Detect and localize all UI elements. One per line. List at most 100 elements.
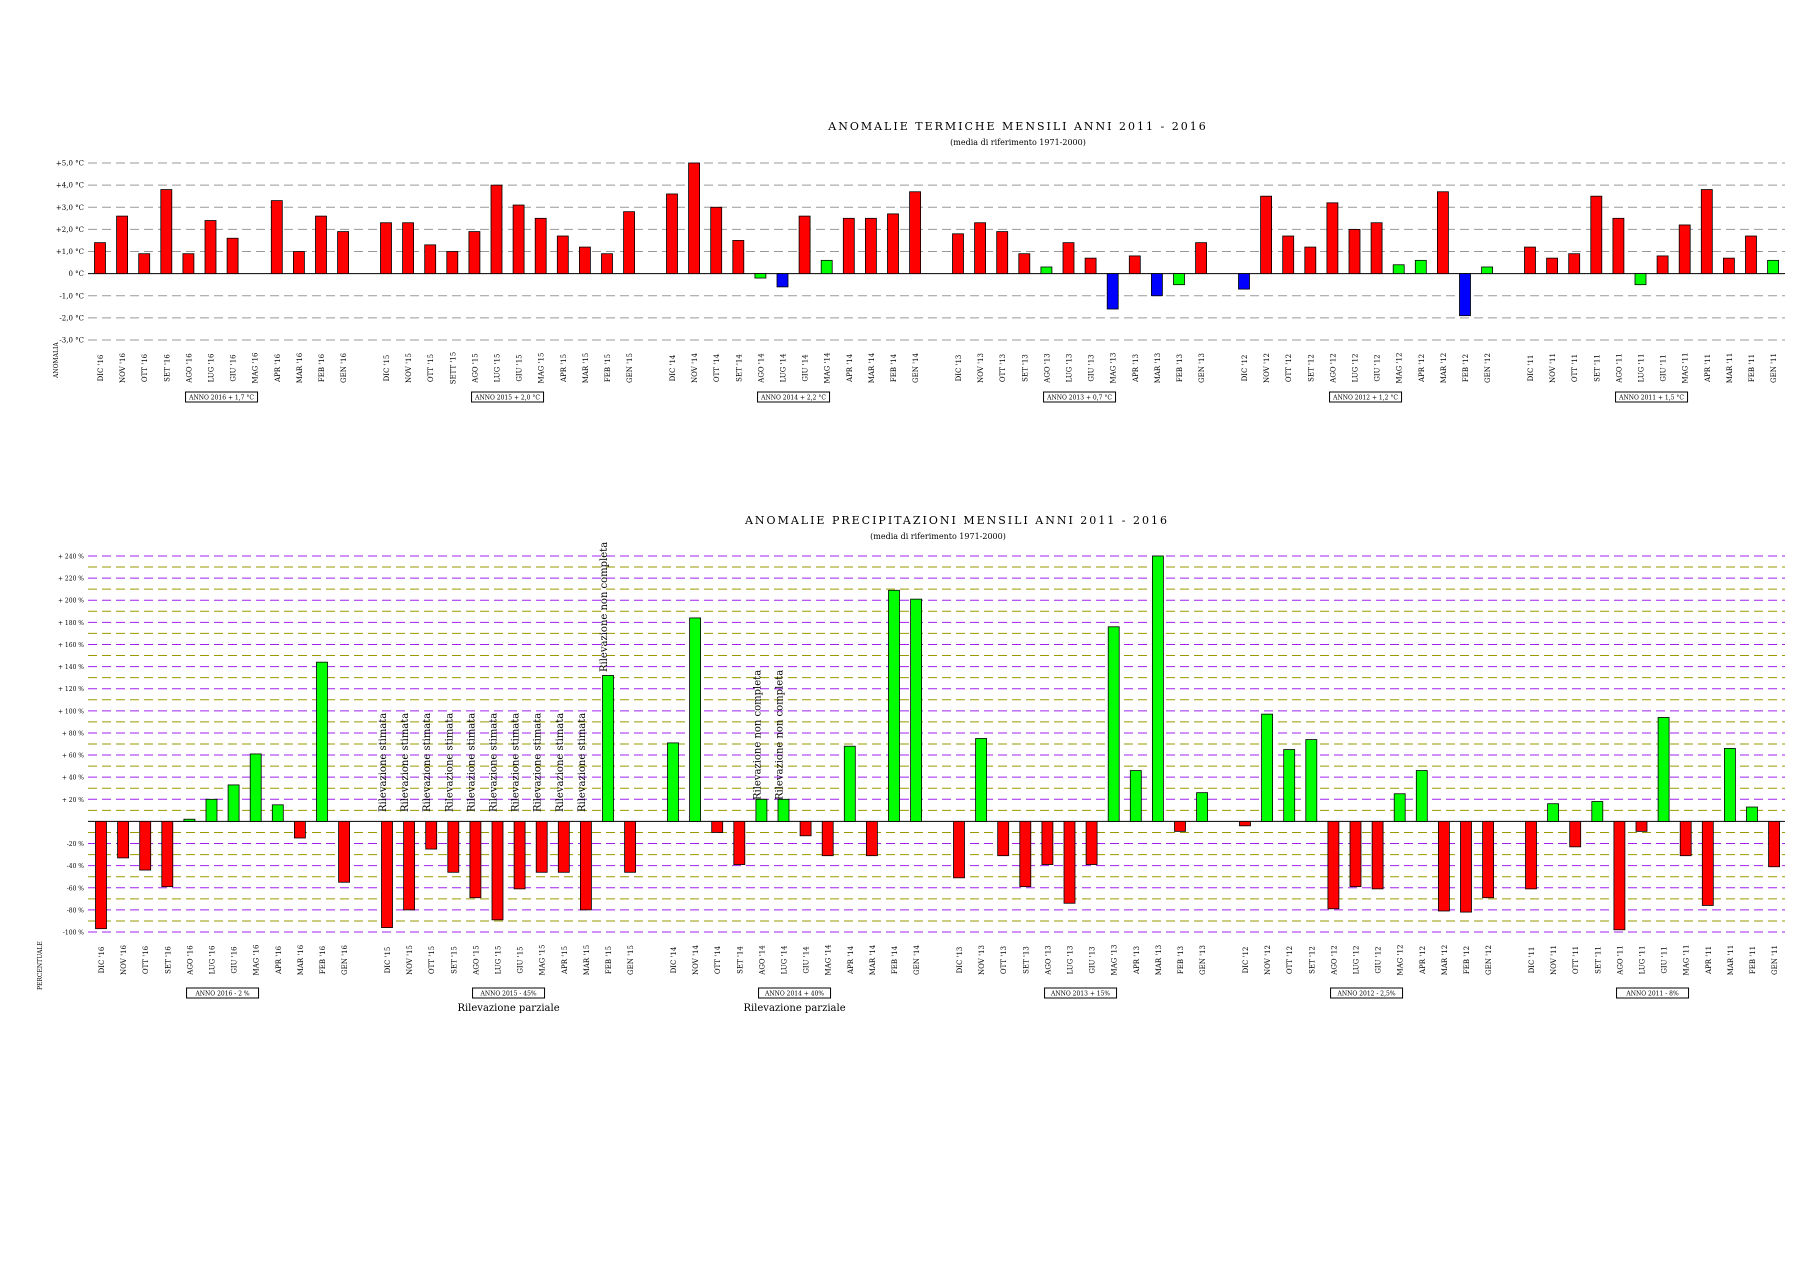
x-tick-label: AGO '15 [472,945,480,975]
bar [711,821,724,833]
x-tick-label: FEB '13 [1177,946,1185,974]
bar [710,206,723,275]
x-tick-label: APR '11 [1704,354,1712,383]
bar [469,821,482,899]
bar [205,798,218,822]
bar [776,273,789,288]
x-tick-label: GIU '11 [1661,946,1669,973]
bar [1152,555,1164,822]
bar [732,240,745,275]
year-summary-box [1043,391,1117,403]
bar [1283,749,1296,822]
bar [1062,242,1075,275]
bar [974,222,986,275]
bar [1656,255,1669,275]
x-tick-label: GIU '13 [1088,354,1096,381]
x-tick-label: MAG '13 [1110,353,1118,384]
year-summary-box [1615,391,1689,403]
x-tick-label: MAG '13 [1111,945,1119,976]
y-tick-label: -3,0 °C [59,337,84,345]
bar [1173,273,1185,286]
bar [1370,222,1383,275]
bar [1746,806,1758,822]
bar [139,821,152,871]
bar [1768,821,1780,868]
year-summary-label: ANNO 2015 + 2,0 °C [474,395,540,402]
x-tick-label: AGO '13 [1044,945,1052,975]
year-summary-label: ANNO 2011 + 1,5 °C [1618,395,1684,402]
bar [160,189,173,275]
bar [1724,748,1736,822]
y-tick-label: + 140 % [58,664,84,671]
x-tick-label: GIU '15 [516,354,524,381]
bar [138,253,151,275]
bar [1326,202,1339,275]
year-summary-box [186,987,260,999]
x-tick-label: GEN '15 [627,945,635,975]
bar [161,821,174,888]
x-tick-label: FEB '11 [1749,946,1757,974]
bar [556,235,569,275]
temperature-bars [94,162,1779,317]
bar [468,231,481,275]
bar [316,661,328,822]
x-tick-label: APR '14 [847,945,855,975]
x-tick-label: GEN '14 [912,353,920,383]
bar [1590,195,1603,275]
bar [1591,801,1604,822]
bar [315,215,327,275]
x-tick-label: APR '16 [275,945,283,975]
x-tick-label: MAG '15 [538,353,546,384]
y-tick-label: + 220 % [58,576,84,583]
x-tick-label: GEN '16 [340,353,348,383]
bar [1392,264,1405,275]
bar [1085,821,1098,865]
y-tick-label: + 40 % [62,775,84,782]
year-summary-label: ANNO 2012 - 2,5% [1337,991,1396,998]
bar [887,213,899,275]
x-tick-label: LUG '15 [494,354,502,383]
x-tick-label: NOV '13 [978,945,986,975]
x-tick-label: MAR '12 [1441,945,1449,976]
bar [624,821,636,873]
x-tick-label: NOV '16 [119,353,127,383]
bar [798,215,811,275]
bar [953,821,965,879]
x-tick-label: LUG '13 [1066,354,1074,383]
x-tick-label: SET '12 [1307,354,1315,382]
x-tick-label: NOV '12 [1264,945,1272,975]
bar [602,675,614,822]
year-summary-label: ANNO 2012 + 1,2 °C [1332,395,1398,402]
bar [1260,195,1272,275]
bar [557,821,570,873]
bar [1745,235,1757,275]
bar [952,233,964,275]
bar [1019,821,1032,888]
x-tick-label: LUG '12 [1353,946,1361,975]
x-tick-label: OTT '15 [427,354,435,382]
x-tick-label: FEB '15 [604,354,612,382]
y-tick-label: + 60 % [62,753,84,760]
x-tick-label: GIU '13 [1089,946,1097,973]
temperature-x-labels: DIC '16 NOV '16 OTT '16 SET '16 AGO '16 LUG '… [97,352,1778,384]
x-tick-label: SET '11 [1593,354,1601,382]
year-summary-box [757,391,831,403]
year-summary-label: ANNO 2014 + 40% [764,991,824,998]
bar [491,821,504,921]
x-tick-label: APR '13 [1132,354,1140,383]
x-tick-label: DIC '13 [956,947,964,974]
x-tick-label: GEN '13 [1198,353,1206,383]
bar [910,598,922,822]
y-tick-label: -80 % [67,907,85,914]
y-tick-label: + 80 % [62,730,84,737]
x-tick-label: MAG '12 [1397,945,1405,976]
year-summary-box [1329,391,1403,403]
x-tick-label: LUG '13 [1067,946,1075,975]
bar [446,251,459,275]
bar-annotation: Rilevazione stimata [533,713,544,812]
bar [293,821,306,839]
y-tick-label: + 200 % [58,598,84,605]
x-tick-label: APR '14 [846,353,854,383]
x-tick-label: FEB '12 [1462,354,1470,382]
